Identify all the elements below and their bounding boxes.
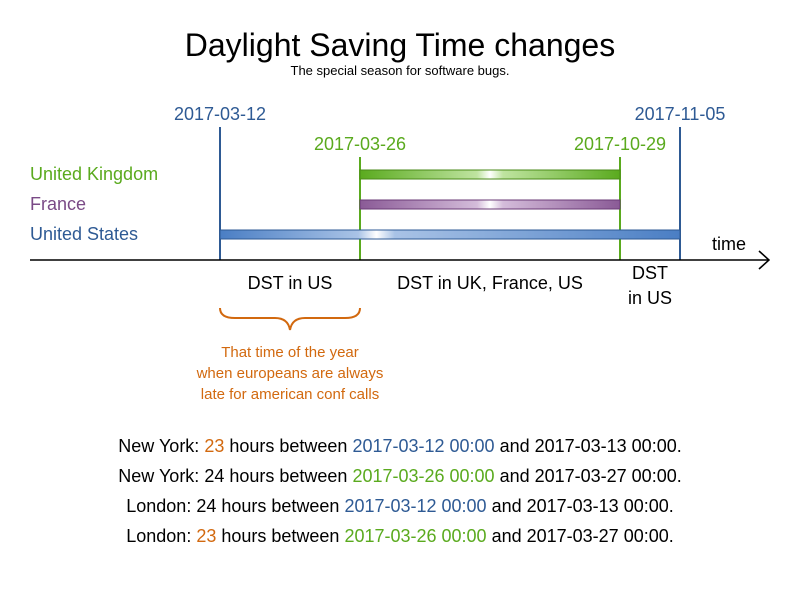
fact-hours: 23 xyxy=(204,436,224,456)
fact-line-2: New York: 24 hours between 2017-03-26 00… xyxy=(118,466,681,486)
axis-label: time xyxy=(712,234,746,254)
annotation-line-1: That time of the year xyxy=(221,344,359,361)
period-label-all: DST in UK, France, US xyxy=(397,273,583,293)
fact-mid: hours between xyxy=(216,526,344,546)
curly-brace xyxy=(219,307,361,331)
period-label-us-only-fall-line1: DST xyxy=(632,263,668,283)
date-label-us-start: 2017-03-12 xyxy=(174,104,266,124)
fact-rest: and 2017-03-13 00:00. xyxy=(487,496,674,516)
fact-rest: and 2017-03-27 00:00. xyxy=(495,466,682,486)
page-title: Daylight Saving Time changes xyxy=(185,27,615,63)
fact-date: 2017-03-12 00:00 xyxy=(352,436,494,456)
dst-bar-france xyxy=(359,199,621,210)
fact-place: London: xyxy=(126,526,196,546)
fact-hours: 24 xyxy=(196,496,216,516)
fact-date: 2017-03-26 00:00 xyxy=(352,466,494,486)
fact-mid: hours between xyxy=(224,466,352,486)
subtitle: The special season for software bugs. xyxy=(291,63,510,78)
fact-rest: and 2017-03-27 00:00. xyxy=(487,526,674,546)
fact-line-3: London: 24 hours between 2017-03-12 00:0… xyxy=(126,496,673,516)
dst-bar-us xyxy=(219,229,681,240)
dst-bar-uk xyxy=(359,169,621,180)
country-label-france: France xyxy=(30,194,86,214)
fact-date: 2017-03-12 00:00 xyxy=(344,496,486,516)
fact-line-4: London: 23 hours between 2017-03-26 00:0… xyxy=(126,526,673,546)
fact-hours: 23 xyxy=(196,526,216,546)
fact-mid: hours between xyxy=(224,436,352,456)
fact-rest: and 2017-03-13 00:00. xyxy=(495,436,682,456)
fact-line-1: New York: 23 hours between 2017-03-12 00… xyxy=(118,436,681,456)
country-label-us: United States xyxy=(30,224,138,244)
fact-place: New York: xyxy=(118,466,204,486)
period-label-us-only-spring: DST in US xyxy=(248,273,333,293)
date-label-us-end: 2017-11-05 xyxy=(635,104,726,124)
annotation-line-3: late for american conf calls xyxy=(201,386,379,403)
fact-date: 2017-03-26 00:00 xyxy=(344,526,486,546)
date-label-eu-start: 2017-03-26 xyxy=(314,134,406,154)
fact-place: New York: xyxy=(118,436,204,456)
fact-hours: 24 xyxy=(204,466,224,486)
date-label-eu-end: 2017-10-29 xyxy=(574,134,666,154)
fact-place: London: xyxy=(126,496,196,516)
fact-mid: hours between xyxy=(216,496,344,516)
period-label-us-only-fall-line2: in US xyxy=(628,288,672,308)
country-label-uk: United Kingdom xyxy=(30,164,158,184)
annotation-line-2: when europeans are always xyxy=(196,365,384,382)
